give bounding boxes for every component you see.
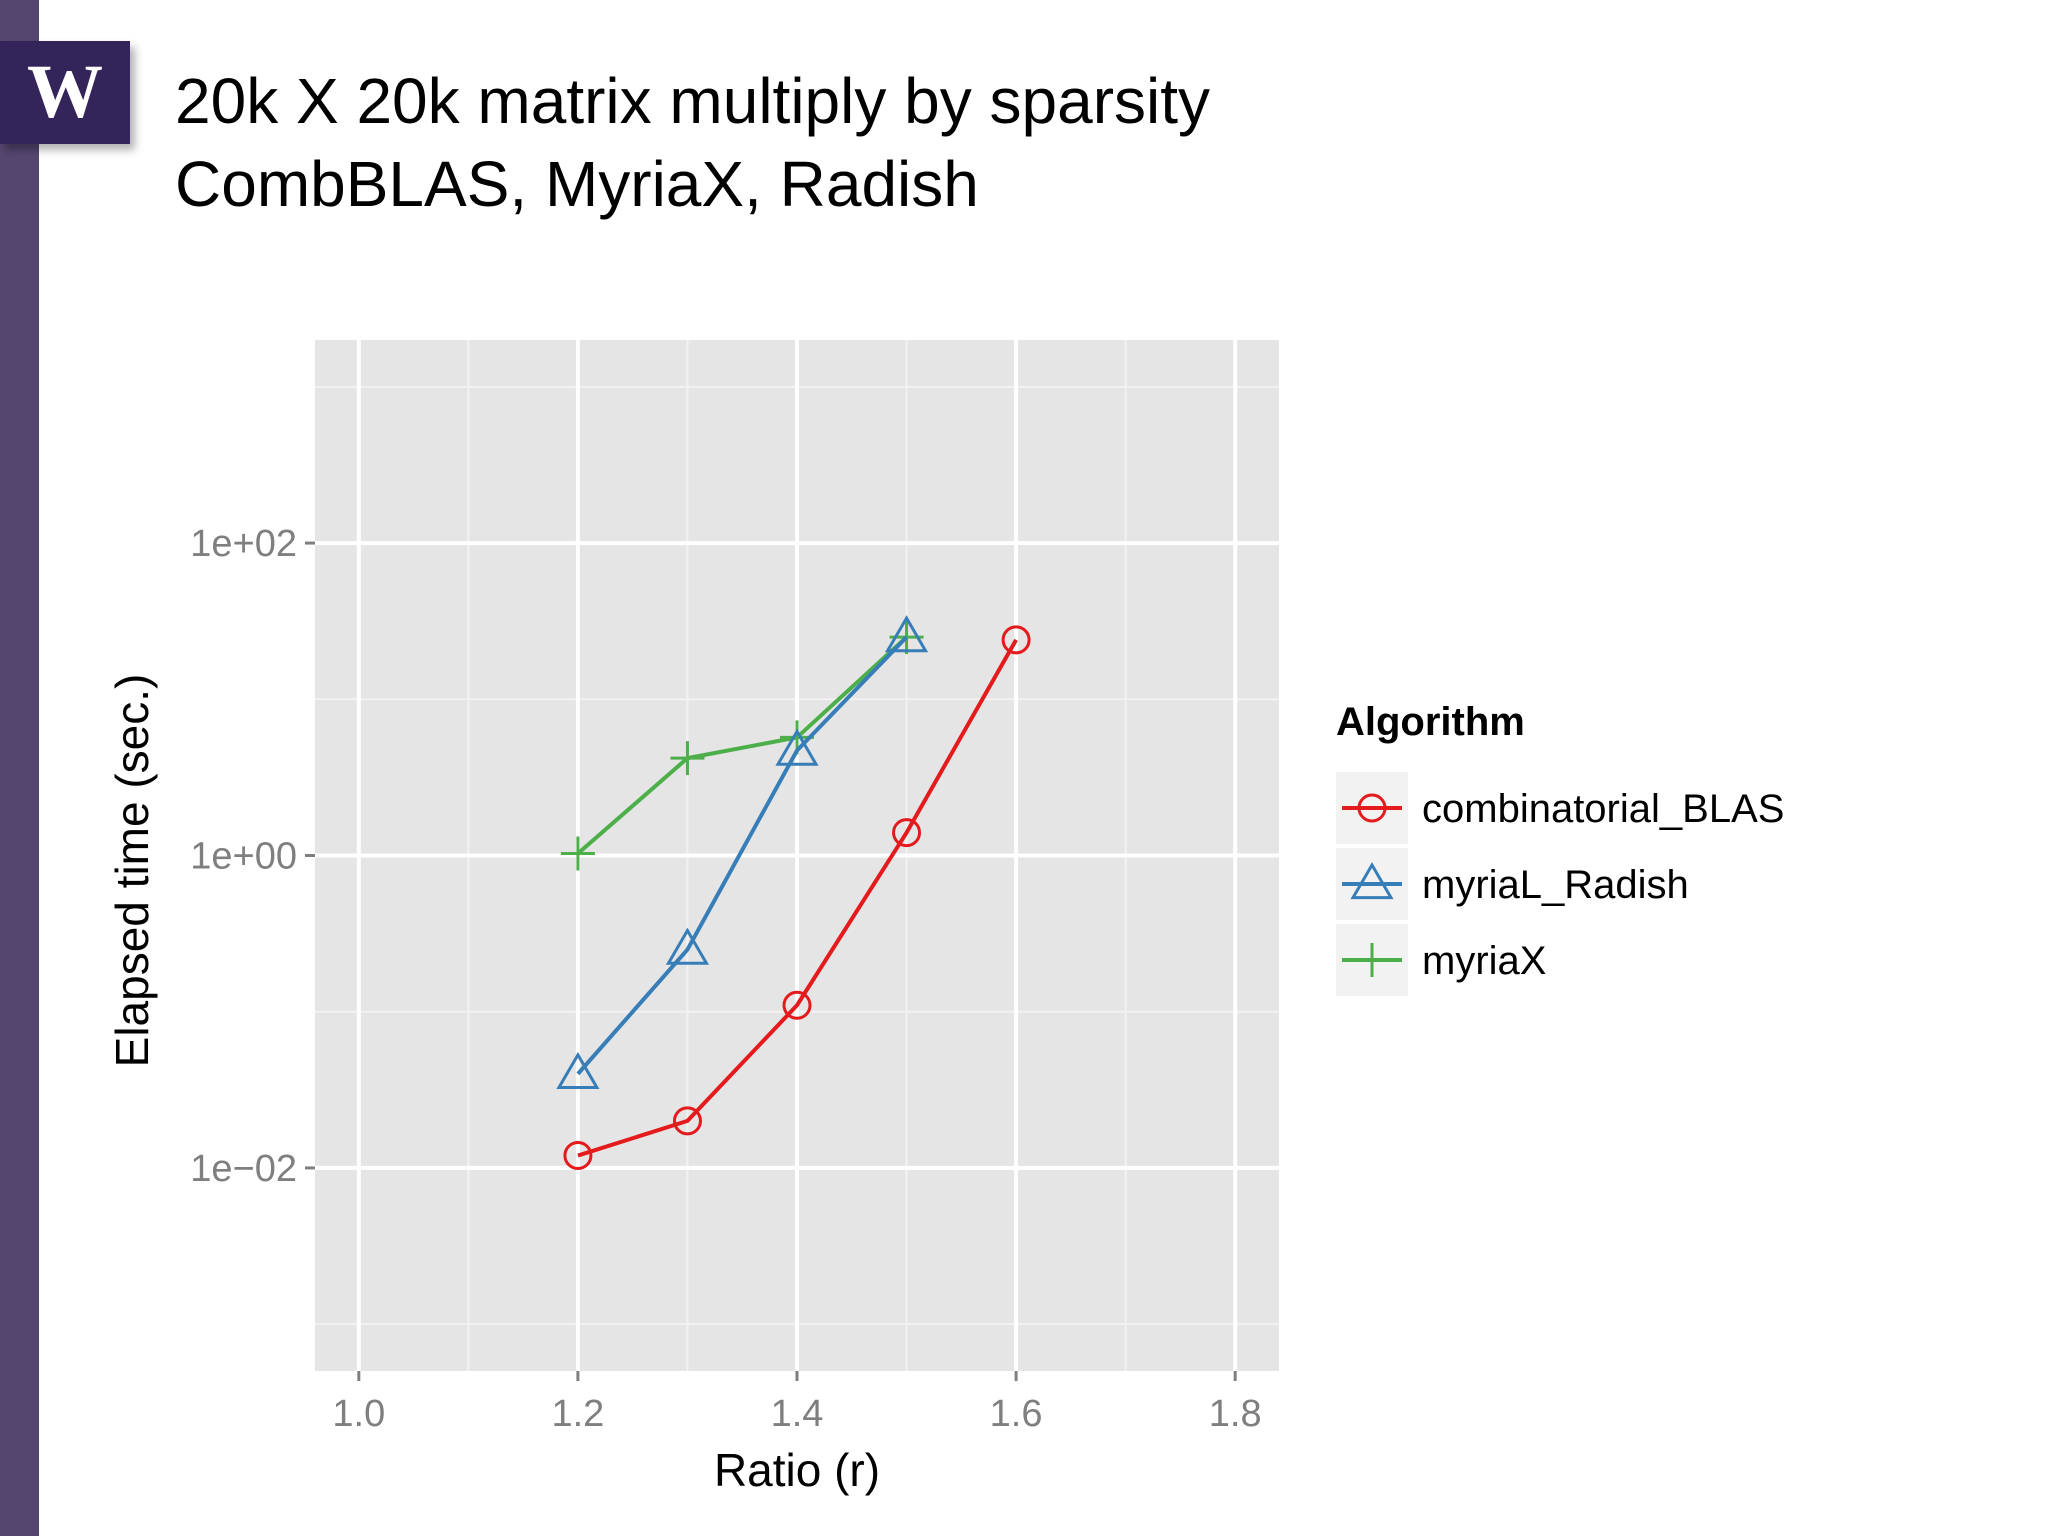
x-tick-label: 1.8 <box>1209 1393 1262 1435</box>
y-tick-label: 1e+02 <box>190 523 297 565</box>
data-point <box>1001 625 1031 655</box>
y-tick-labels: 1e+02 1e+00 1e−02 <box>190 523 297 1190</box>
data-point <box>892 818 922 848</box>
x-tick-label: 1.4 <box>771 1393 824 1435</box>
data-point <box>670 741 705 776</box>
series-line <box>577 638 1018 1158</box>
data-point <box>665 927 710 965</box>
series-line <box>576 635 908 1076</box>
data-point <box>672 1106 702 1136</box>
data-point <box>560 836 595 871</box>
slide-title-line-2: CombBLAS, MyriaX, Radish <box>175 148 979 220</box>
legend-label: myriaL_Radish <box>1422 863 1689 907</box>
x-tick-labels: 1.0 1.2 1.4 1.6 1.8 <box>332 1393 1261 1435</box>
legend-label: combinatorial_BLAS <box>1422 787 1784 831</box>
data-point <box>563 1141 593 1171</box>
legend-item-combinatorial_BLAS: combinatorial_BLAS <box>1336 772 1784 844</box>
y-axis-title: Elapsed time (sec.) <box>106 674 158 1068</box>
x-tick-label: 1.2 <box>551 1393 604 1435</box>
data-point <box>782 990 812 1020</box>
legend-marker <box>1355 943 1389 977</box>
legend-marker <box>1357 793 1387 823</box>
legend-marker <box>1350 862 1394 900</box>
legend-title: Algorithm <box>1336 700 1525 744</box>
slide-left-accent-bar <box>0 0 39 1536</box>
y-tick-label: 1e−02 <box>190 1148 297 1190</box>
university-logo: W <box>0 41 130 144</box>
series-layer <box>556 615 1031 1171</box>
data-point <box>775 728 819 766</box>
slide-title-line-1: 20k X 20k matrix multiply by sparsity <box>175 65 1210 137</box>
x-tick-label: 1.0 <box>332 1393 385 1435</box>
legend-item-myriaL_Radish: myriaL_Radish <box>1336 848 1689 920</box>
series-line <box>576 635 908 856</box>
x-tick-label: 1.6 <box>990 1393 1043 1435</box>
slide-title: 20k X 20k matrix multiply by sparsity Co… <box>175 60 1210 226</box>
legend-label: myriaX <box>1422 939 1546 983</box>
series-myriaL_Radish <box>556 615 929 1090</box>
legend: Algorithm combinatorial_BLAS myriaL_Radis… <box>1336 700 1784 996</box>
axis-ticks <box>305 541 1237 1381</box>
x-axis-title: Ratio (r) <box>714 1444 880 1496</box>
y-tick-label: 1e+00 <box>190 836 297 878</box>
legend-item-myriaX: myriaX <box>1336 924 1546 996</box>
data-point <box>556 1051 600 1090</box>
logo-letter: W <box>27 50 103 134</box>
data-point <box>884 615 929 653</box>
series-combinatorial_BLAS <box>563 625 1031 1171</box>
grid-major <box>315 340 1279 1371</box>
